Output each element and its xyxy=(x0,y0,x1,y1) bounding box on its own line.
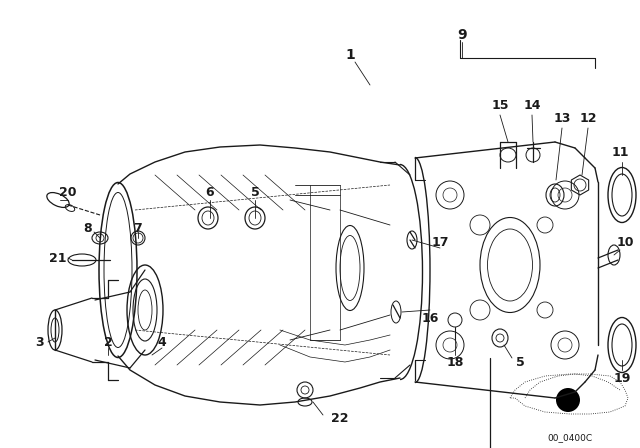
Text: 4: 4 xyxy=(157,336,166,349)
Text: 00_0400C: 00_0400C xyxy=(547,434,593,443)
Text: 16: 16 xyxy=(421,311,438,324)
Text: 15: 15 xyxy=(492,99,509,112)
Text: 5: 5 xyxy=(516,356,524,369)
Text: 21: 21 xyxy=(49,251,67,264)
Text: 2: 2 xyxy=(104,336,113,349)
Text: 1: 1 xyxy=(345,48,355,62)
Text: 11: 11 xyxy=(611,146,628,159)
Text: 20: 20 xyxy=(60,185,77,198)
Text: 13: 13 xyxy=(554,112,571,125)
Text: 10: 10 xyxy=(616,236,634,249)
Text: 18: 18 xyxy=(446,356,464,369)
Text: 6: 6 xyxy=(205,185,214,198)
Text: 3: 3 xyxy=(36,336,44,349)
Text: 9: 9 xyxy=(457,28,467,42)
Text: 12: 12 xyxy=(579,112,596,125)
Text: 8: 8 xyxy=(84,221,92,234)
Text: 5: 5 xyxy=(251,185,259,198)
Text: 19: 19 xyxy=(613,371,630,384)
Circle shape xyxy=(556,388,580,412)
Text: 14: 14 xyxy=(524,99,541,112)
Text: 22: 22 xyxy=(332,412,349,425)
Text: 17: 17 xyxy=(431,236,449,249)
Text: 7: 7 xyxy=(134,221,142,234)
